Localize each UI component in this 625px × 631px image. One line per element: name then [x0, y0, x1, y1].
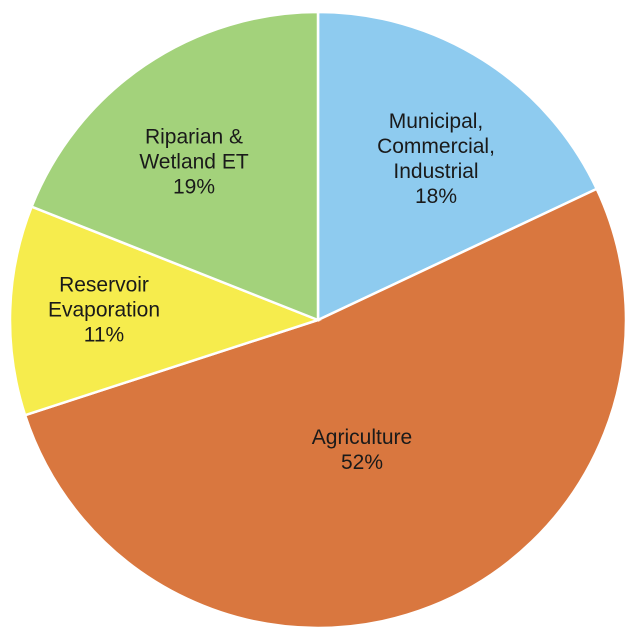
slice-label-line: Agriculture	[312, 426, 412, 449]
slice-label-line: Reservoir	[59, 274, 149, 297]
slice-label-line: Wetland ET	[139, 151, 248, 174]
slice-percent: 11%	[84, 324, 124, 347]
slice-percent: 52%	[341, 451, 383, 474]
slice-label-line: Industrial	[393, 160, 478, 183]
pie-slice-0	[316, 10, 599, 322]
slice-percent: 18%	[415, 185, 457, 208]
slice-label-line: Evaporation	[48, 299, 160, 322]
pie-slice-3	[30, 10, 320, 322]
pie-slices	[8, 10, 625, 630]
slice-label-line: Riparian &	[145, 126, 243, 149]
slice-percent: 19%	[173, 176, 215, 199]
pie-slice-1	[23, 187, 625, 630]
pie-slice-2	[8, 204, 322, 417]
slice-label-line: Commercial,	[377, 135, 495, 158]
slice-label-line: Municipal,	[389, 110, 484, 133]
